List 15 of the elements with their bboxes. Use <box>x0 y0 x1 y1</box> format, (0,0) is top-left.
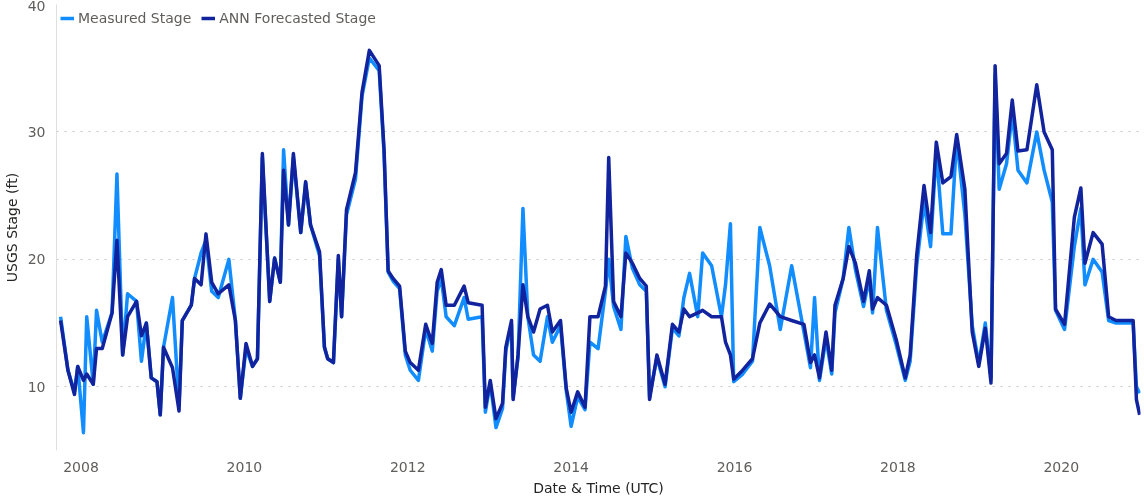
x-tick-label: 2016 <box>716 458 753 475</box>
y-tick-label: 10 <box>27 378 46 395</box>
x-tick-label: 2010 <box>226 458 263 475</box>
legend-label: ANN Forecasted Stage <box>219 10 376 26</box>
y-tick-label: 40 <box>27 0 46 14</box>
y-tick-label: 30 <box>27 123 46 140</box>
y-axis-title: USGS Stage (ft) <box>3 172 20 283</box>
x-axis-title: Date & Time (UTC) <box>533 479 664 496</box>
y-tick-label: 20 <box>27 251 46 268</box>
x-tick-label: 2020 <box>1043 458 1080 475</box>
x-tick-label: 2014 <box>553 458 590 475</box>
legend-label: Measured Stage <box>78 10 192 26</box>
x-tick-label: 2018 <box>880 458 916 475</box>
x-tick-label: 2008 <box>63 458 99 475</box>
x-tick-label: 2012 <box>389 458 426 475</box>
